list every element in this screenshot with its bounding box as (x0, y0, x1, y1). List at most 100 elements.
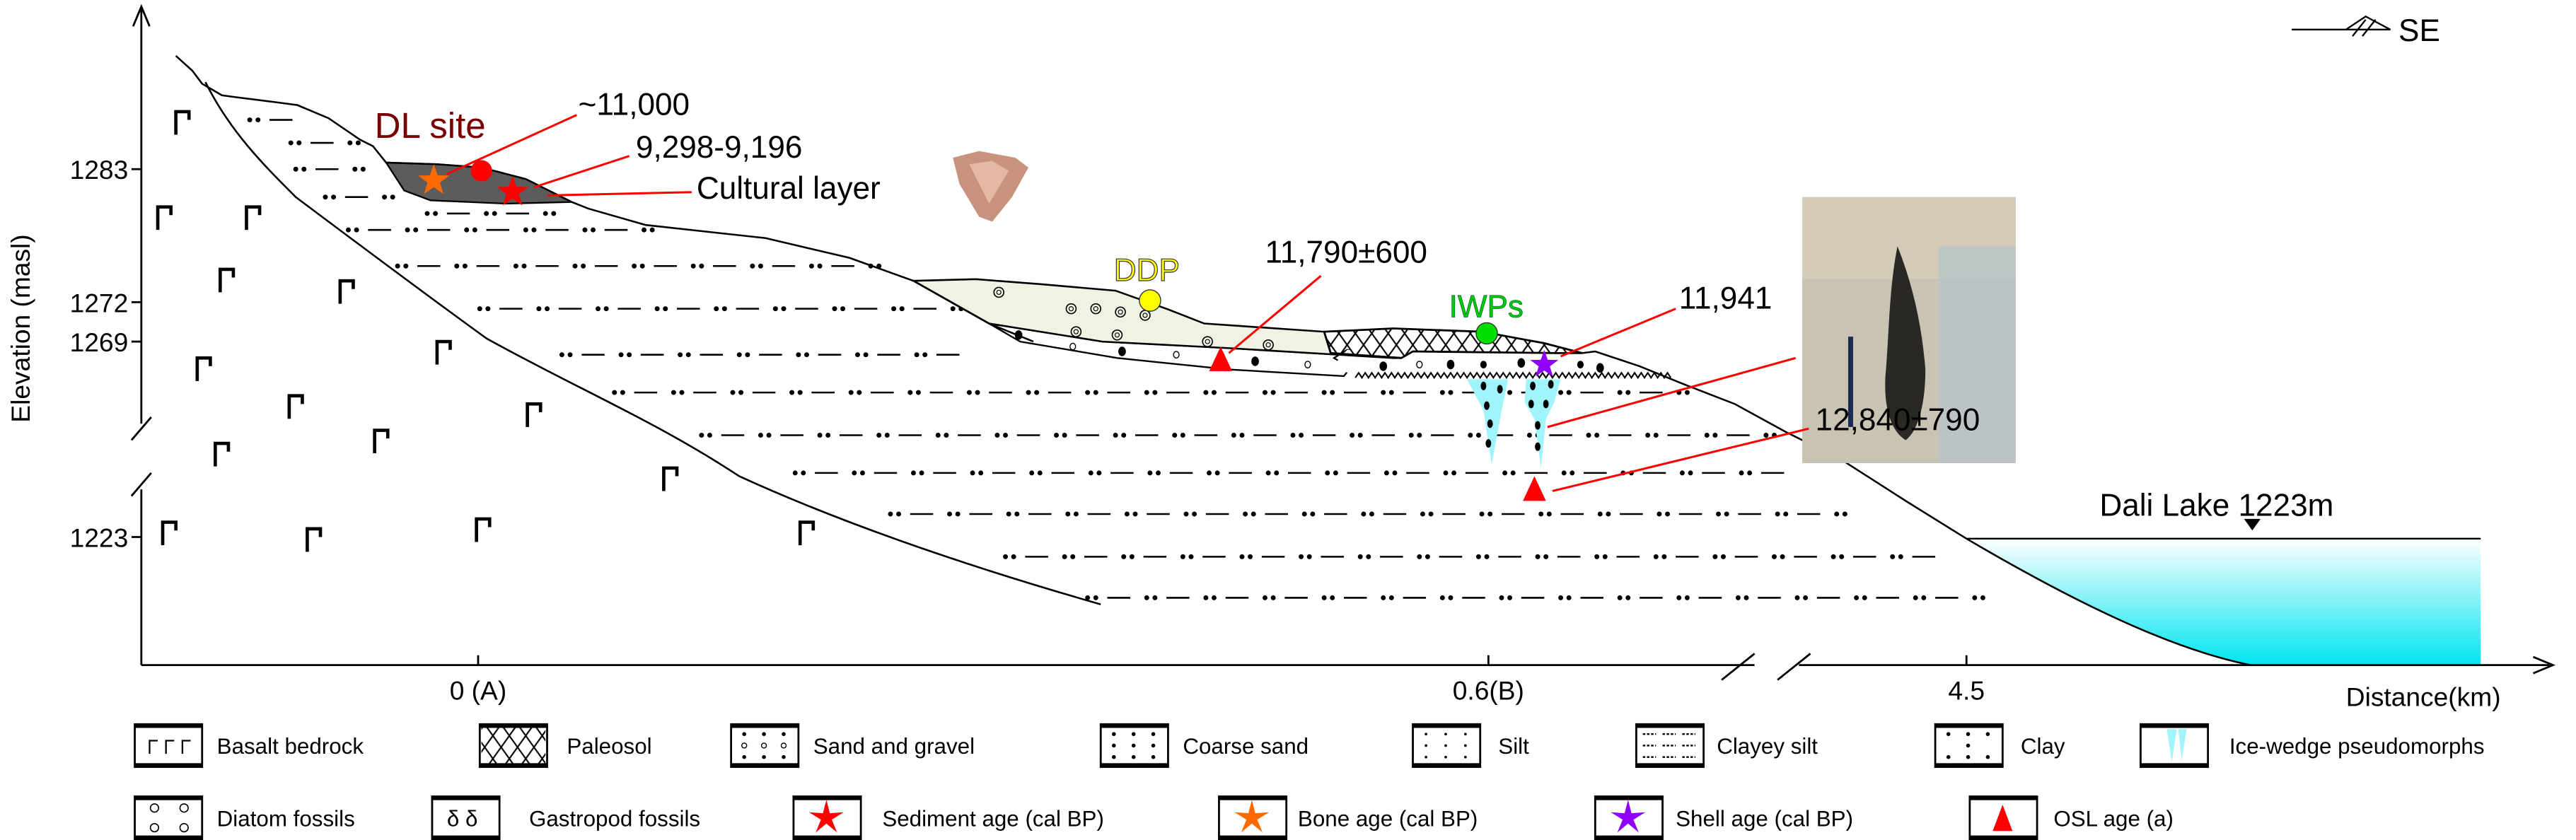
leader-osl-upper (1228, 275, 1322, 354)
legend-label-ice-wedge: Ice-wedge pseudomorphs (2229, 734, 2485, 759)
x-axis-break-mark (1777, 653, 1811, 681)
leader-lines (446, 114, 1809, 492)
legend-label-basalt: Basalt bedrock (217, 734, 364, 759)
legend-label-sediment-age: Sediment age (cal BP) (882, 806, 1104, 831)
osl-upper-triangle-icon (1209, 346, 1233, 371)
leader-shell-age (1560, 308, 1676, 358)
y-tick-1223: 1223 (70, 523, 129, 552)
coarse-sand-layer (1334, 349, 1666, 378)
ddp-marker (1139, 289, 1161, 312)
basalt-symbol (373, 428, 390, 454)
sediment-age-swatch-icon (808, 800, 844, 833)
silt-row (395, 263, 882, 269)
legend-label-shell-age: Shell age (cal BP) (1676, 806, 1853, 831)
legend-item-clay: Clay (1934, 723, 2065, 769)
legend-label-clayey-silt: Clayey silt (1717, 734, 1818, 759)
basalt-symbol (662, 466, 679, 491)
osl-upper-label: 11,790±600 (1265, 235, 1427, 270)
x-tick-0.6: 0.6(B) (1453, 675, 1524, 705)
ice-wedge-photo (1802, 197, 2016, 463)
basalt-symbol (195, 356, 212, 381)
legend-item-paleosol: Paleosol (478, 723, 652, 769)
legend-label-osl-age: OSL age (a) (2053, 806, 2174, 831)
x-tick-0: 0 (A) (450, 675, 507, 705)
sediment-age-label: 9,298-9,196 (636, 130, 802, 165)
basalt-symbol (174, 110, 191, 135)
basalt-bedrock-symbols (156, 110, 816, 552)
bone-age-swatch-icon (1234, 800, 1270, 833)
cultural-layer-label: Cultural layer (697, 171, 881, 206)
legend-item-sand-gravel: Sand and gravel (730, 723, 975, 769)
osl-lower-triangle-icon (1523, 476, 1546, 501)
silt-row (424, 211, 557, 216)
basalt-boundary (204, 81, 1101, 605)
silt-row (1003, 554, 1936, 559)
basalt-symbol (475, 517, 492, 542)
silt-row (477, 306, 964, 312)
silt-row (699, 433, 1777, 438)
legend-item-diatom: Diatom fossils (134, 795, 355, 840)
basalt-symbol (161, 520, 178, 546)
legend-label-clay: Clay (2021, 734, 2065, 759)
leader-ice-wedge-photo (1547, 356, 1797, 428)
dl-site-label: DL site (375, 105, 486, 146)
ddp-label: DDP (1114, 253, 1180, 288)
osl-age-swatch-icon (1992, 805, 2013, 832)
basalt-symbol (218, 267, 236, 293)
y-tick-1272: 1272 (70, 288, 129, 317)
silt-row (559, 352, 960, 358)
y-axis-label: Elevation (masl) (6, 234, 35, 422)
direction-label: SE (2398, 13, 2440, 48)
paleosol-swatch-icon (481, 727, 546, 764)
shell-age-star-icon (1530, 349, 1559, 377)
clay-swatch-icon (1946, 732, 1990, 759)
basalt-symbol (214, 441, 231, 467)
x-axis-label: Distance(km) (2346, 682, 2501, 712)
silt-row (323, 194, 395, 200)
legend-item-bone-age: Bone age (cal BP) (1218, 795, 1478, 840)
y-axis (130, 4, 152, 665)
basalt-swatch-icon (149, 740, 191, 754)
sand-gravel-swatch-icon (741, 732, 787, 759)
legend-label-paleosol: Paleosol (567, 734, 651, 759)
legend-label-sand-gravel: Sand and gravel (813, 734, 975, 759)
diatom-swatch-icon (149, 803, 189, 833)
ice-wedge-right (1524, 379, 1561, 468)
legend-label-gastropod: Gastropod fossils (529, 806, 700, 831)
x-tick-4.5: 4.5 (1948, 675, 1985, 705)
silt-row (1085, 595, 1985, 600)
silt-row (792, 470, 1785, 476)
lake-label: Dali Lake 1223m (2099, 488, 2333, 523)
silt-layer-rows (247, 117, 1985, 600)
basalt-symbol (287, 394, 304, 419)
lake-level-marker-icon (2244, 518, 2261, 531)
y-tick-1269: 1269 (70, 327, 129, 357)
svg-text:δ δ: δ δ (447, 806, 478, 831)
basalt-symbol (338, 279, 355, 304)
ice-wedge-swatch-icon (2166, 729, 2187, 762)
y-axis-break-mark (130, 416, 152, 441)
basalt-symbol (526, 402, 543, 427)
legend-item-silt: Silt (1412, 723, 1529, 769)
legend-item-osl-age: OSL age (a) (1968, 795, 2174, 840)
legend-item-sediment-age: Sediment age (cal BP) (792, 795, 1104, 840)
leader-sediment-age (533, 155, 630, 189)
basalt-symbol (306, 527, 323, 552)
basalt-symbol (245, 205, 262, 231)
silt-row (346, 227, 655, 233)
silt-row (293, 166, 366, 172)
leader-osl-lower (1552, 427, 1809, 492)
silt-swatch-icon (1425, 733, 1467, 759)
silt-row (288, 140, 361, 146)
legend-item-ice-wedge: Ice-wedge pseudomorphs (2140, 723, 2485, 769)
bone-age-label: ~11,000 (579, 88, 690, 122)
iwps-marker (1475, 322, 1498, 345)
osl-lower-label: 12,840±790 (1816, 403, 1980, 438)
iwps-label: IWPs (1449, 289, 1524, 324)
legend-item-clayey-silt: Clayey silt (1635, 723, 1818, 769)
legend-item-basalt: Basalt bedrock (134, 723, 364, 769)
silt-row (247, 117, 293, 123)
basalt-symbol (798, 520, 816, 546)
